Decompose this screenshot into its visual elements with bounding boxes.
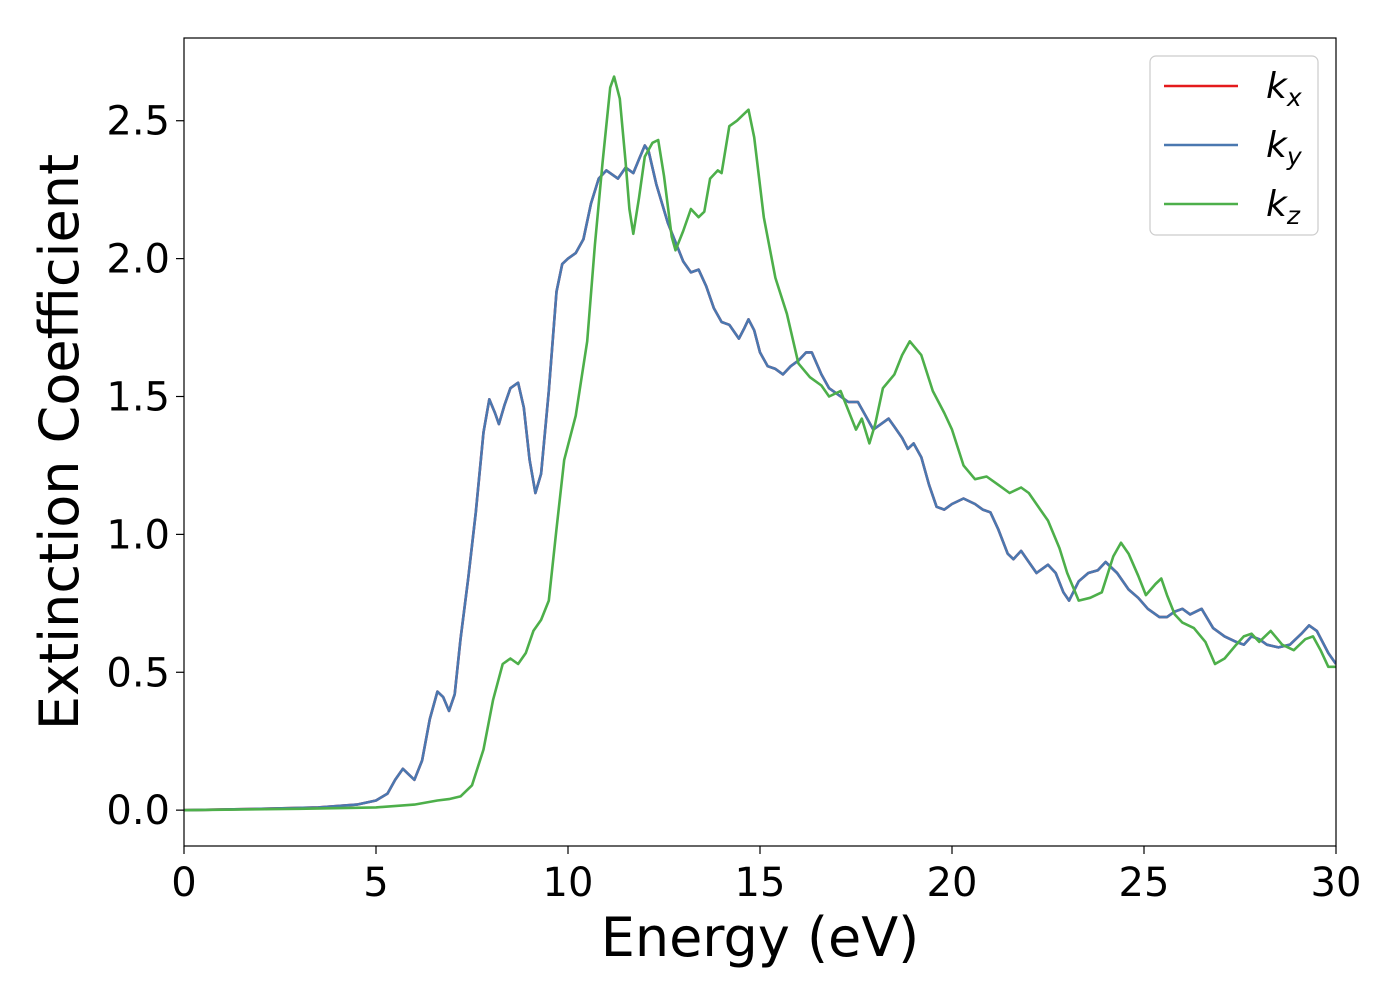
x-tick-label: 25 <box>1119 860 1170 906</box>
y-tick-label: 0.0 <box>106 788 170 834</box>
series-line-kz <box>184 75 1336 812</box>
legend-label-kz: kz <box>1266 184 1301 230</box>
y-axis: 0.0 0.5 1.0 1.5 2.0 2.5 <box>106 99 184 834</box>
legend-label-subscript: x <box>1286 83 1302 112</box>
series-line-kx <box>184 144 1336 812</box>
legend-label-main: k <box>1266 66 1289 107</box>
legend-label-main: k <box>1266 184 1289 225</box>
x-tick-label: 5 <box>363 860 388 906</box>
x-tick-label: 30 <box>1311 860 1362 906</box>
x-axis-title: Energy (eV) <box>601 906 920 969</box>
y-axis-title: Extinction Coefficient <box>28 154 91 730</box>
x-tick-label: 20 <box>927 860 978 906</box>
series-line-ky <box>184 144 1336 812</box>
x-tick-label: 0 <box>171 860 196 906</box>
y-tick-label: 2.0 <box>106 237 170 283</box>
legend-label-subscript: z <box>1286 201 1301 230</box>
x-tick-label: 10 <box>543 860 594 906</box>
y-tick-label: 1.5 <box>106 374 170 420</box>
legend-label-main: k <box>1266 125 1289 166</box>
legend-label-kx: kx <box>1266 66 1302 112</box>
x-tick-label: 15 <box>735 860 786 906</box>
y-tick-label: 2.5 <box>106 99 170 145</box>
x-axis: 0 5 10 15 20 25 30 <box>171 846 1361 906</box>
series-layer <box>184 75 1336 812</box>
y-tick-label: 1.0 <box>106 512 170 558</box>
legend-label-ky: ky <box>1266 125 1303 171</box>
legend-label-subscript: y <box>1286 142 1303 171</box>
y-tick-label: 0.5 <box>106 650 170 696</box>
